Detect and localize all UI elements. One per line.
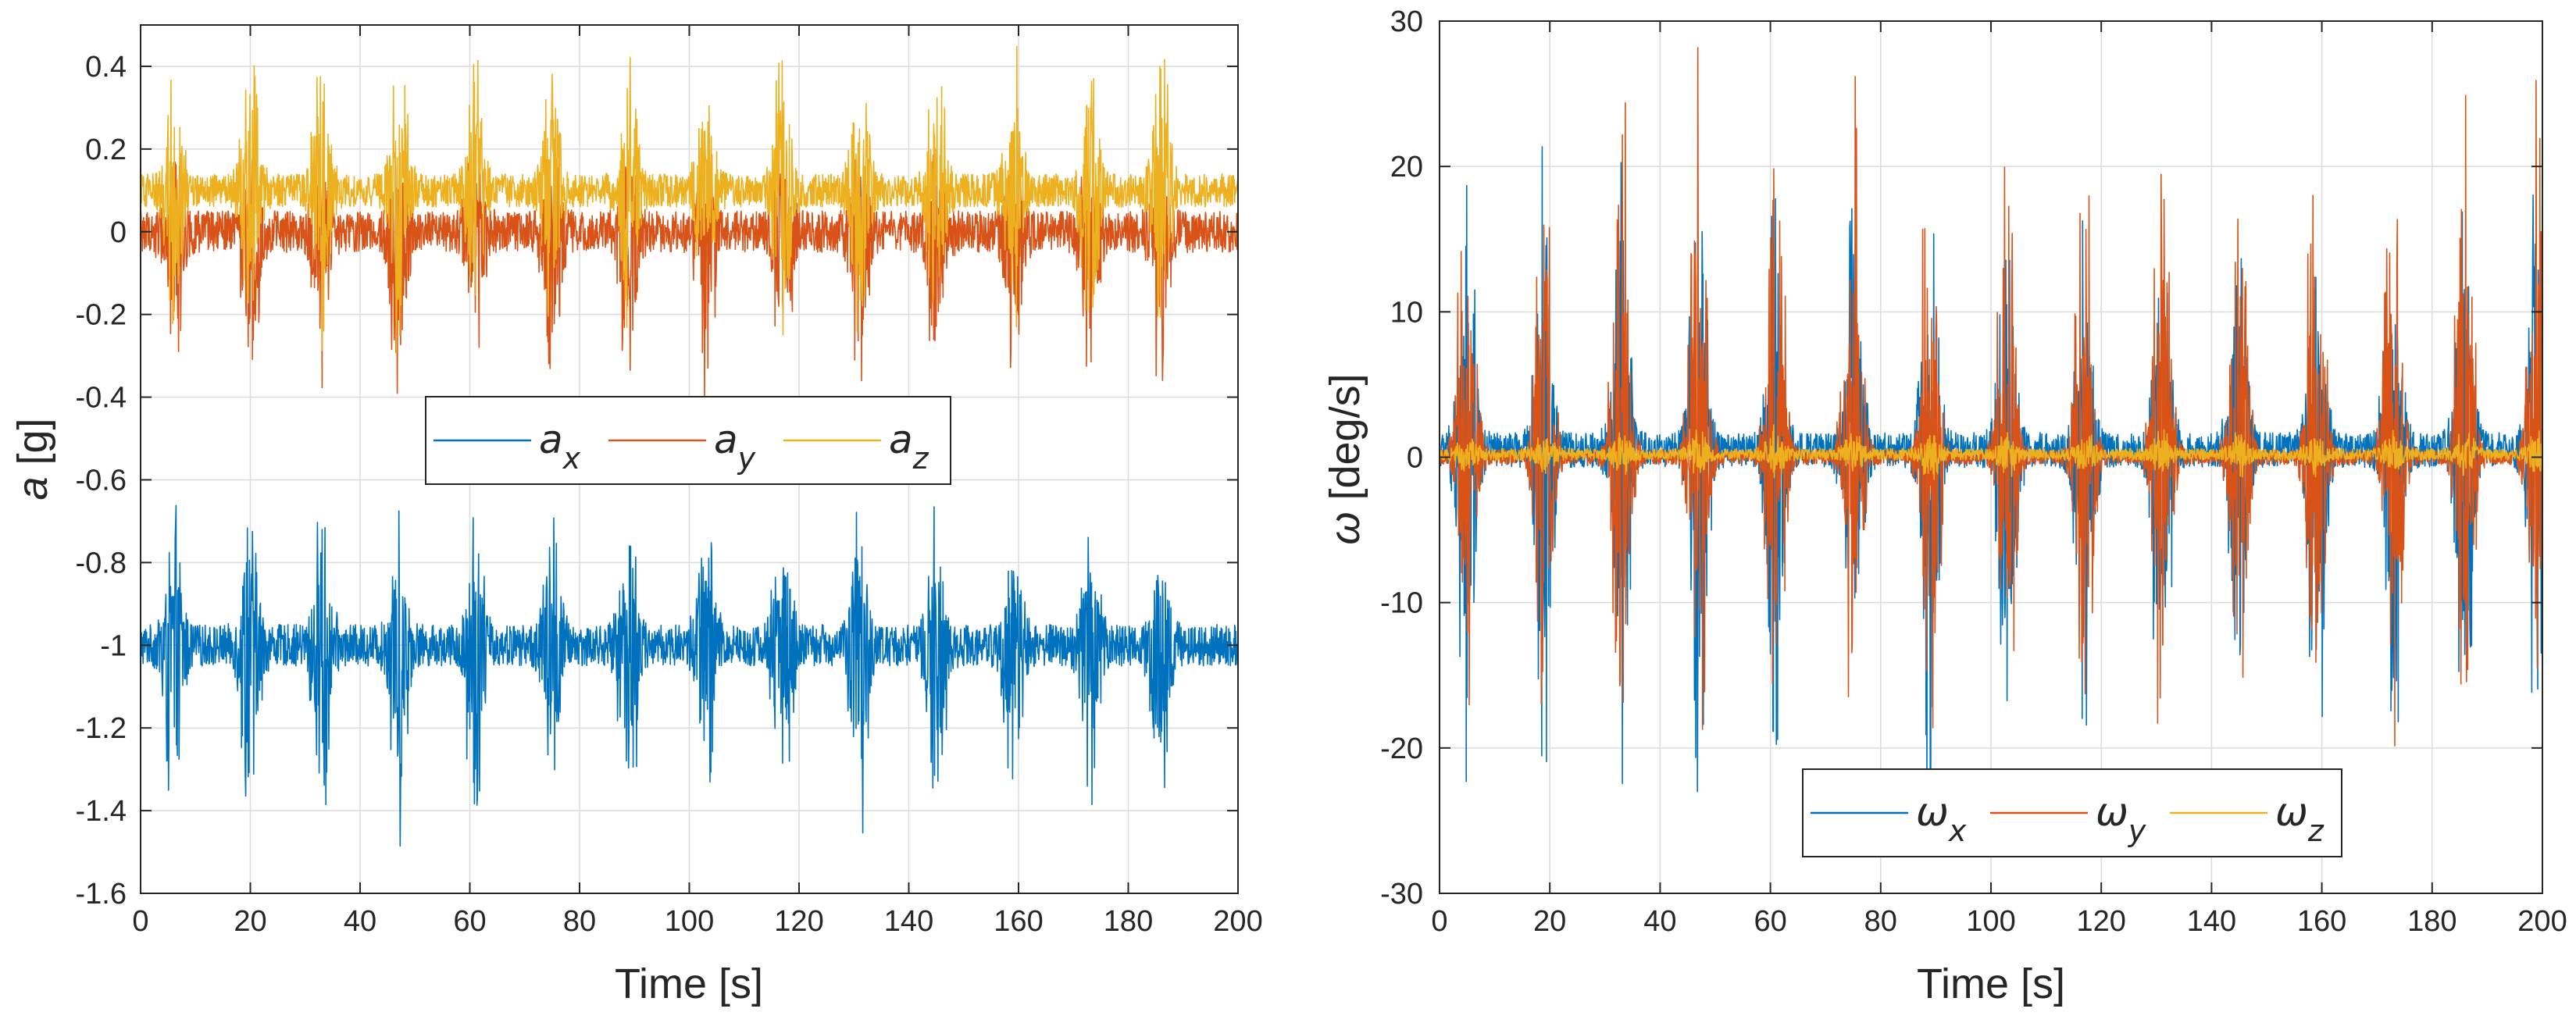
- series-line-z: [141, 45, 1238, 355]
- y-tick-label: 0.4: [85, 51, 127, 84]
- y-tick-label: 0: [1407, 442, 1423, 475]
- x-tick-labels: 0 20 40 60 80 100 120 140 160 180 200: [1431, 905, 2567, 938]
- x-tick-label: 100: [1966, 905, 2015, 938]
- x-tick-label: 140: [2187, 905, 2236, 938]
- legend-entry: az: [889, 417, 929, 476]
- x-tick-label: 180: [2407, 905, 2456, 938]
- x-tick-label: 100: [665, 905, 714, 938]
- x-tick-label: 80: [563, 905, 596, 938]
- y-axis-label: a [g]: [9, 418, 56, 500]
- y-tick-labels: -1.6 -1.4 -1.2 -1 -0.8 -0.6 -0.4 -0.2 0 0.2 0.4: [76, 51, 127, 911]
- data-lines: [1440, 47, 2542, 818]
- x-tick-label: 80: [1864, 905, 1897, 938]
- y-tick-label: 20: [1390, 151, 1423, 184]
- x-tick-label: 200: [2517, 905, 2567, 938]
- series-line-y: [1440, 47, 2542, 747]
- x-tick-label: 20: [234, 905, 266, 938]
- legend-entry: ωy: [2096, 789, 2146, 848]
- x-tick-label: 0: [1431, 905, 1447, 938]
- y-tick-label: -10: [1380, 587, 1423, 620]
- x-tick-label: 160: [2297, 905, 2346, 938]
- y-tick-label: 0.2: [85, 134, 127, 166]
- series-line-x: [1440, 146, 2542, 818]
- x-tick-label: 160: [994, 905, 1043, 938]
- x-tick-label: 120: [2076, 905, 2125, 938]
- y-tick-label: 10: [1390, 296, 1423, 329]
- series-line-z: [1440, 424, 2542, 480]
- x-axis-label: Time [s]: [1917, 961, 2065, 1007]
- y-tick-label: -30: [1380, 878, 1423, 911]
- x-tick-labels: 0 20 40 60 80 100 120 140 160 180 200: [132, 905, 1262, 938]
- y-tick-label: -1.4: [76, 795, 127, 828]
- x-tick-label: 200: [1213, 905, 1262, 938]
- y-tick-label: -0.4: [76, 382, 127, 415]
- angular-rate-chart: 0 20 40 60 80 100 120 140 160 180 200 -30 -20 -10 0 10…: [1322, 5, 2567, 1007]
- x-tick-label: 60: [1754, 905, 1786, 938]
- ticks: [1439, 20, 2543, 894]
- x-tick-label: 40: [344, 905, 376, 938]
- y-tick-label: -1.6: [76, 878, 127, 911]
- ticks: [140, 25, 1239, 894]
- data-lines: [141, 45, 1238, 847]
- x-tick-label: 0: [132, 905, 148, 938]
- legend-entry: ωx: [1916, 789, 1967, 848]
- y-axis-label: ω [deg/s]: [1322, 373, 1368, 544]
- y-tick-label: 30: [1390, 5, 1423, 38]
- y-tick-labels: -30 -20 -10 0 10 20 30: [1380, 5, 1423, 911]
- legend-entry: ωz: [2275, 789, 2324, 848]
- y-tick-label: -0.6: [76, 464, 127, 497]
- acceleration-chart: 0 20 40 60 80 100 120 140 160 180 200 -1.6 -1.4 -1.2…: [9, 24, 1263, 1007]
- x-tick-label: 140: [884, 905, 933, 938]
- y-tick-label: -1.2: [76, 712, 127, 745]
- series-line-x: [141, 504, 1238, 847]
- y-tick-label: -20: [1380, 732, 1423, 765]
- x-tick-label: 40: [1643, 905, 1676, 938]
- legend-entry: ax: [539, 417, 581, 476]
- legend: ωx ωy ωz: [1802, 768, 2342, 857]
- y-tick-label: 0: [110, 216, 127, 249]
- x-tick-label: 60: [453, 905, 486, 938]
- y-tick-label: -0.2: [76, 299, 127, 332]
- y-tick-label: -1: [100, 629, 127, 662]
- x-tick-label: 20: [1533, 905, 1566, 938]
- x-tick-label: 180: [1104, 905, 1153, 938]
- legend: ax ay az: [425, 396, 951, 485]
- legend-entry: ay: [714, 417, 756, 476]
- y-tick-label: -0.8: [76, 547, 127, 579]
- x-tick-label: 120: [774, 905, 823, 938]
- x-axis-label: Time [s]: [615, 961, 763, 1007]
